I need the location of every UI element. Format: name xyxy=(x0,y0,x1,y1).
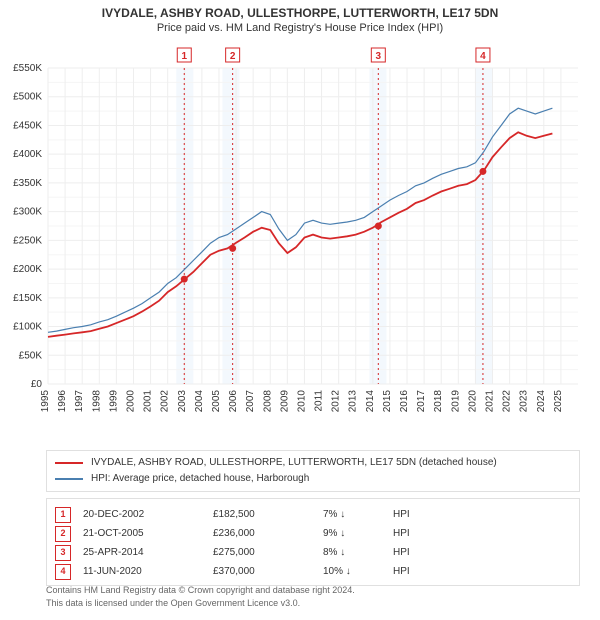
svg-text:£100K: £100K xyxy=(13,322,42,333)
svg-text:2009: 2009 xyxy=(279,390,290,413)
svg-text:£400K: £400K xyxy=(13,149,42,160)
chart-plot-area: 1234£0£50K£100K£150K£200K£250K£300K£350K… xyxy=(46,46,580,416)
legend-item: HPI: Average price, detached house, Harb… xyxy=(55,471,571,487)
legend-label: IVYDALE, ASHBY ROAD, ULLESTHORPE, LUTTER… xyxy=(91,455,497,471)
table-row: 3 25-APR-2014 £275,000 8% ↓ HPI xyxy=(55,543,571,562)
down-arrow-icon: ↓ xyxy=(340,505,345,524)
svg-text:2024: 2024 xyxy=(536,390,547,413)
svg-text:2020: 2020 xyxy=(467,390,478,413)
svg-text:£450K: £450K xyxy=(13,120,42,131)
transaction-price: £182,500 xyxy=(213,505,323,524)
svg-text:2007: 2007 xyxy=(245,390,256,413)
legend-swatch-red xyxy=(55,462,83,464)
down-arrow-icon: ↓ xyxy=(346,562,351,581)
transaction-marker: 2 xyxy=(55,526,71,542)
svg-text:£0: £0 xyxy=(31,379,43,390)
transaction-price: £236,000 xyxy=(213,524,323,543)
svg-text:2011: 2011 xyxy=(314,390,325,412)
svg-text:1998: 1998 xyxy=(91,390,102,413)
svg-text:2025: 2025 xyxy=(553,390,564,413)
table-row: 1 20-DEC-2002 £182,500 7% ↓ HPI xyxy=(55,505,571,524)
down-arrow-icon: ↓ xyxy=(340,543,345,562)
transaction-suffix: HPI xyxy=(393,543,473,562)
svg-text:2: 2 xyxy=(230,51,236,62)
transaction-delta: 8% ↓ xyxy=(323,543,393,562)
legend-item: IVYDALE, ASHBY ROAD, ULLESTHORPE, LUTTER… xyxy=(55,455,571,471)
data-attribution: Contains HM Land Registry data © Crown c… xyxy=(46,584,580,609)
transaction-date: 20-DEC-2002 xyxy=(83,505,213,524)
transaction-suffix: HPI xyxy=(393,505,473,524)
footnote-line: Contains HM Land Registry data © Crown c… xyxy=(46,584,580,597)
svg-text:2005: 2005 xyxy=(211,390,222,413)
svg-text:£200K: £200K xyxy=(13,264,42,275)
svg-text:1997: 1997 xyxy=(74,390,85,413)
chart-legend: IVYDALE, ASHBY ROAD, ULLESTHORPE, LUTTER… xyxy=(46,450,580,492)
transaction-delta: 7% ↓ xyxy=(323,505,393,524)
transaction-date: 11-JUN-2020 xyxy=(83,562,213,581)
svg-text:1996: 1996 xyxy=(57,390,68,413)
svg-text:£550K: £550K xyxy=(13,63,42,74)
svg-text:2021: 2021 xyxy=(485,390,496,413)
svg-text:1999: 1999 xyxy=(108,390,119,413)
svg-text:£350K: £350K xyxy=(13,178,42,189)
svg-text:£250K: £250K xyxy=(13,235,42,246)
svg-text:2010: 2010 xyxy=(296,390,307,413)
svg-text:£300K: £300K xyxy=(13,207,42,218)
legend-label: HPI: Average price, detached house, Harb… xyxy=(91,471,309,487)
transaction-suffix: HPI xyxy=(393,562,473,581)
svg-text:2003: 2003 xyxy=(177,390,188,413)
svg-text:2014: 2014 xyxy=(365,390,376,413)
svg-text:2018: 2018 xyxy=(433,390,444,413)
chart-title-sub: Price paid vs. HM Land Registry's House … xyxy=(10,22,590,34)
transaction-price: £370,000 xyxy=(213,562,323,581)
transaction-date: 21-OCT-2005 xyxy=(83,524,213,543)
transaction-delta: 9% ↓ xyxy=(323,524,393,543)
legend-swatch-blue xyxy=(55,478,83,480)
svg-text:3: 3 xyxy=(376,51,382,62)
svg-text:2004: 2004 xyxy=(194,390,205,413)
svg-text:2016: 2016 xyxy=(399,390,410,413)
svg-text:1995: 1995 xyxy=(40,390,51,413)
svg-text:£500K: £500K xyxy=(13,92,42,103)
table-row: 2 21-OCT-2005 £236,000 9% ↓ HPI xyxy=(55,524,571,543)
svg-text:2023: 2023 xyxy=(519,390,530,413)
chart-title-main: IVYDALE, ASHBY ROAD, ULLESTHORPE, LUTTER… xyxy=(10,6,590,20)
down-arrow-icon: ↓ xyxy=(340,524,345,543)
svg-text:2001: 2001 xyxy=(143,390,154,413)
transaction-table: 1 20-DEC-2002 £182,500 7% ↓ HPI 2 21-OCT… xyxy=(46,498,580,586)
svg-text:2012: 2012 xyxy=(331,390,342,413)
table-row: 4 11-JUN-2020 £370,000 10% ↓ HPI xyxy=(55,562,571,581)
svg-text:2013: 2013 xyxy=(348,390,359,413)
svg-text:2006: 2006 xyxy=(228,390,239,413)
transaction-date: 25-APR-2014 xyxy=(83,543,213,562)
svg-text:2019: 2019 xyxy=(450,390,461,413)
transaction-price: £275,000 xyxy=(213,543,323,562)
svg-text:2002: 2002 xyxy=(160,390,171,413)
svg-text:2022: 2022 xyxy=(502,390,513,413)
svg-text:2008: 2008 xyxy=(262,390,273,413)
svg-text:1: 1 xyxy=(181,51,187,62)
chart-svg: 1234£0£50K£100K£150K£200K£250K£300K£350K… xyxy=(46,46,580,416)
svg-text:£150K: £150K xyxy=(13,293,42,304)
svg-text:4: 4 xyxy=(480,51,486,62)
chart-titles: IVYDALE, ASHBY ROAD, ULLESTHORPE, LUTTER… xyxy=(0,0,600,36)
svg-text:£50K: £50K xyxy=(19,350,43,361)
transaction-marker: 3 xyxy=(55,545,71,561)
svg-text:2000: 2000 xyxy=(125,390,136,413)
transaction-marker: 1 xyxy=(55,507,71,523)
transaction-suffix: HPI xyxy=(393,524,473,543)
footnote-line: This data is licensed under the Open Gov… xyxy=(46,597,580,610)
svg-text:2015: 2015 xyxy=(382,390,393,413)
svg-text:2017: 2017 xyxy=(416,390,427,413)
transaction-marker: 4 xyxy=(55,564,71,580)
transaction-delta: 10% ↓ xyxy=(323,562,393,581)
